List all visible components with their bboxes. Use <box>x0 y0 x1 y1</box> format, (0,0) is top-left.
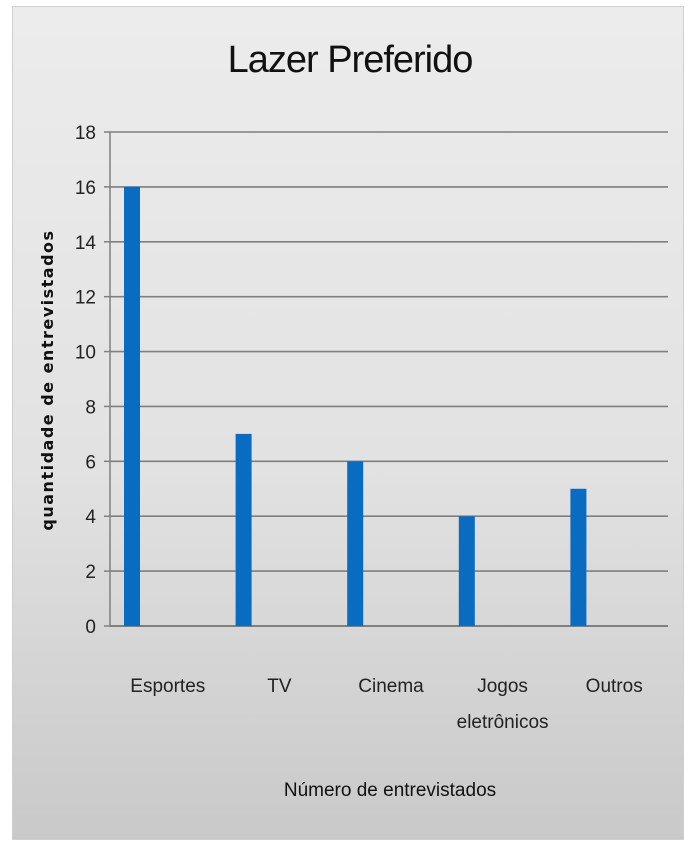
bar <box>347 461 364 626</box>
bar <box>570 488 587 626</box>
x-axis-title: Número de entrevistados <box>284 780 496 801</box>
y-tick-label: 18 <box>75 123 96 144</box>
bars <box>124 186 587 626</box>
x-category-label: Esportes <box>130 676 205 697</box>
x-category-label: Outros <box>586 676 643 697</box>
y-tick-labels: 0 2 4 6 8 10 12 14 16 18 <box>75 123 97 638</box>
x-category-label-line: eletrônicos <box>457 712 549 733</box>
bar <box>235 433 252 626</box>
y-axis-title: quantidade de entrevistados <box>38 229 57 530</box>
x-category-label-line: Cinema <box>358 676 424 697</box>
x-category-label: TV <box>267 676 292 697</box>
x-category-label-line: Outros <box>586 676 643 697</box>
y-tick-label: 10 <box>75 343 96 364</box>
y-tick-label: 2 <box>85 562 96 583</box>
bar <box>458 516 475 626</box>
x-category-labels: Esportes TV Cinema Jogos eletrônicos Outros <box>130 676 642 733</box>
x-category-label: Cinema <box>358 676 424 697</box>
y-tick-label: 4 <box>85 507 96 528</box>
chart-title: Lazer Preferido <box>228 39 473 81</box>
x-category-label-line: Esportes <box>130 676 205 697</box>
x-category-label-line: Jogos <box>477 676 528 697</box>
y-tick-label: 14 <box>75 233 97 254</box>
y-tick-label: 12 <box>75 288 96 309</box>
y-tick-label: 0 <box>85 617 96 638</box>
x-category-label-line: TV <box>267 676 292 697</box>
y-tick-label: 16 <box>75 178 96 199</box>
bar <box>124 186 140 626</box>
y-tick-label: 8 <box>85 397 96 418</box>
y-tick-label: 6 <box>85 452 96 473</box>
x-category-label: Jogos eletrônicos <box>457 676 549 733</box>
